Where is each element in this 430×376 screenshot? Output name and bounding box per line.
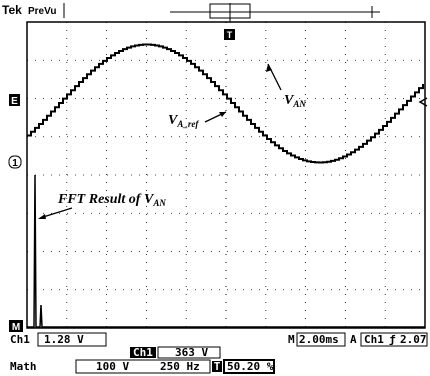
mode: PreVu: [28, 6, 57, 17]
trig-source: Ch1: [364, 333, 384, 346]
fft-sub: AN: [152, 198, 166, 208]
ground-marker: 1: [12, 158, 18, 169]
brand: Tek: [2, 3, 22, 17]
time-scale: 2.00ms: [299, 333, 339, 346]
cursor-value: 363 V: [175, 346, 208, 359]
ch1-label: Ch1: [10, 333, 30, 346]
fft-text: FFT Result of: [57, 192, 144, 207]
scope-screen: Tek PreVu T E 1 M VA_ref VAN FFT Result …: [0, 0, 430, 376]
v-ref-sub: A_ref: [176, 119, 199, 129]
math-freq: 250 Hz: [160, 360, 200, 373]
pos-value: 50.20 %: [227, 360, 274, 373]
background: [0, 0, 430, 376]
fft-label: FFT Result of VAN: [57, 192, 166, 208]
trigger-marker: T: [227, 30, 233, 40]
trig-slope: ƒ: [389, 333, 396, 346]
math-label: Math: [10, 360, 37, 373]
trig-level: 2.07 V: [400, 333, 430, 346]
trig-label: A: [350, 333, 357, 346]
math-marker: M: [12, 322, 20, 333]
cursor-label: Ch1: [133, 346, 153, 359]
ch1-scale: 1.28 V: [44, 333, 84, 346]
time-label: M: [288, 333, 295, 346]
level-marker: E: [11, 96, 18, 107]
v-an-sub: AN: [292, 99, 306, 109]
pos-label: T: [214, 360, 221, 373]
math-scale: 100 V: [96, 360, 129, 373]
